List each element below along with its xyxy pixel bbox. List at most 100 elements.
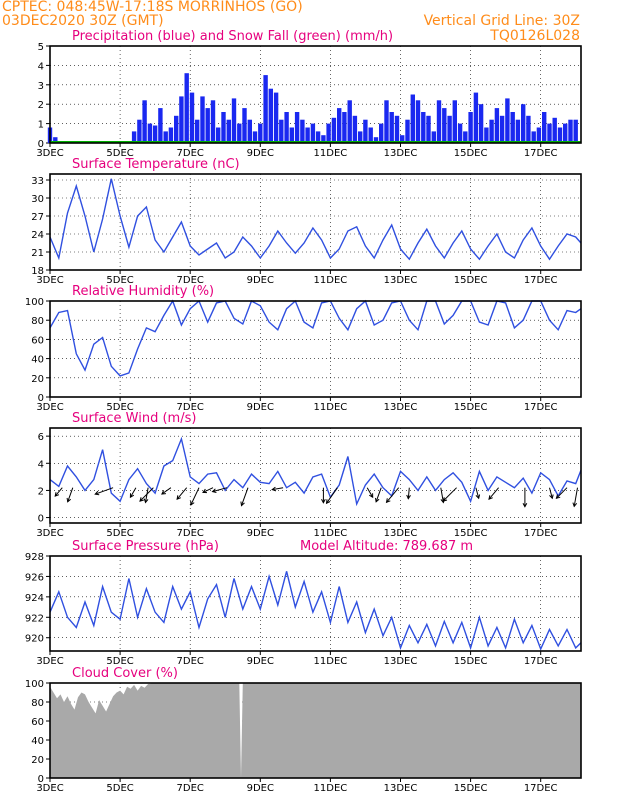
- wind-arrow-head: [488, 495, 493, 501]
- precip-bar: [195, 119, 200, 143]
- wind-arrow-head: [572, 502, 578, 508]
- precip-bar: [494, 108, 500, 143]
- wind-series-line: [49, 436, 582, 507]
- wind-arrow: [366, 487, 374, 498]
- precip-bar: [373, 137, 379, 143]
- header-grid-line: Vertical Grid Line: 30Z: [424, 13, 580, 29]
- precip-bar: [484, 127, 489, 143]
- wind-xtick-label: 3DEC: [36, 528, 63, 539]
- precip-bar: [247, 119, 252, 143]
- cloud-xtick-label: 7DEC: [177, 783, 204, 794]
- wind-arrow: [145, 487, 149, 503]
- precip-bar: [142, 100, 147, 143]
- pressure-xtick-label: 15DEC: [454, 656, 488, 667]
- wind-arrow-head: [522, 502, 528, 508]
- cloud-ytick-label: 80: [31, 698, 44, 709]
- precip-bar: [521, 104, 526, 143]
- precip-bar: [463, 131, 468, 143]
- wind-ytick-label: 6: [38, 432, 44, 443]
- rh-ytick-label: 40: [31, 355, 44, 366]
- wind-arrow: [67, 487, 74, 502]
- temp-xtick-label: 7DEC: [177, 275, 204, 286]
- pressure-xtick-label: 11DEC: [314, 656, 348, 667]
- precip-bar: [231, 98, 237, 143]
- temp-xtick-label: 5DEC: [106, 275, 133, 286]
- wind-arrow: [190, 487, 200, 506]
- wind-arrow: [442, 487, 457, 502]
- panel-wind: Surface Wind (m/s) 0 2 4 6 3DEC 5DEC 7DEC 9DEC 1…: [36, 411, 582, 539]
- pressure-xtick-label: 3DEC: [36, 656, 63, 667]
- precip-bar: [436, 100, 442, 143]
- rh-ytick-label: 20: [31, 374, 44, 385]
- precip-bar: [499, 115, 505, 143]
- cloud-xtick-label: 17DEC: [524, 783, 558, 794]
- precip-bar: [431, 131, 436, 143]
- temp-xtick-label: 15DEC: [454, 275, 488, 286]
- wind-arrow: [54, 487, 63, 497]
- precip-bar: [268, 88, 273, 143]
- precip-bar: [158, 108, 163, 143]
- precip-ytick-label: 4: [38, 61, 44, 72]
- header-model-id: TQ0126L028: [489, 28, 580, 44]
- pressure-series-line: [49, 571, 582, 651]
- pressure-ytick-label: 926: [25, 572, 44, 583]
- precip-bar: [505, 98, 510, 143]
- precip-title: Precipitation (blue) and Snow Fall (gree…: [72, 29, 393, 44]
- cloud-xtick-label: 5DEC: [106, 783, 133, 794]
- temp-xtick-label: 9DEC: [247, 275, 274, 286]
- cloud-ytick-label: 20: [31, 755, 44, 766]
- cloud-xtick-label: 13DEC: [384, 783, 418, 794]
- temp-ytick-label: 21: [31, 248, 44, 259]
- wind-arrow: [375, 487, 382, 502]
- wind-arrow-head: [161, 490, 166, 495]
- wind-arrow: [129, 487, 137, 498]
- precip-bar: [326, 123, 331, 143]
- precip-bar: [258, 123, 263, 143]
- precip-bar: [389, 112, 394, 143]
- precip-ytick-label: 2: [38, 100, 44, 111]
- wind-arrow: [95, 487, 114, 495]
- precip-bar: [131, 131, 137, 143]
- precip-bar: [447, 115, 452, 143]
- wind-arrow-head: [202, 488, 208, 494]
- precip-bar: [152, 125, 158, 143]
- cloud-ytick-label: 40: [31, 736, 44, 747]
- wind-arrow-head: [54, 492, 60, 497]
- wind-arrow-head: [442, 497, 448, 502]
- panel-cloud: Cloud Cover (%) 0 20 40 60 80 100 3DEC 5DEC 7DEC…: [25, 666, 582, 794]
- wind-arrow: [161, 487, 172, 495]
- precip-bar: [457, 123, 463, 143]
- rh-frame: [49, 300, 582, 398]
- wind-arrow-head: [190, 500, 195, 506]
- wind-arrow-head: [66, 497, 72, 503]
- precip-bar: [557, 127, 563, 143]
- wind-arrow-head: [375, 497, 380, 503]
- precip-bar: [184, 73, 189, 143]
- panel-precip: Precipitation (blue) and Snow Fall (gree…: [36, 29, 582, 159]
- precip-bar: [279, 119, 284, 143]
- precip-bar: [384, 100, 389, 143]
- temp-xtick-label: 17DEC: [524, 275, 558, 286]
- wind-arrow-head: [406, 494, 411, 500]
- precip-bar: [536, 127, 542, 143]
- precip-bar: [442, 108, 447, 143]
- precip-bar: [568, 119, 573, 143]
- wind-arrow-head: [325, 499, 331, 505]
- precip-bar: [379, 123, 384, 143]
- wind-arrow-head: [129, 493, 135, 499]
- wind-arrow: [556, 487, 568, 499]
- precip-bar: [273, 92, 279, 143]
- wind-arrow: [407, 487, 410, 499]
- precip-bar: [573, 119, 578, 143]
- cloud-xtick-label: 11DEC: [314, 783, 348, 794]
- wind-arrow-head: [385, 498, 391, 504]
- precip-bar: [510, 112, 515, 143]
- precip-bar: [179, 96, 184, 143]
- wind-arrow-head: [271, 486, 277, 492]
- precip-bar: [284, 112, 289, 143]
- precip-bar: [294, 112, 300, 143]
- precip-bar: [226, 119, 231, 143]
- pressure-xtick-label: 13DEC: [384, 656, 418, 667]
- pressure-title: Surface Pressure (hPa): [72, 539, 219, 554]
